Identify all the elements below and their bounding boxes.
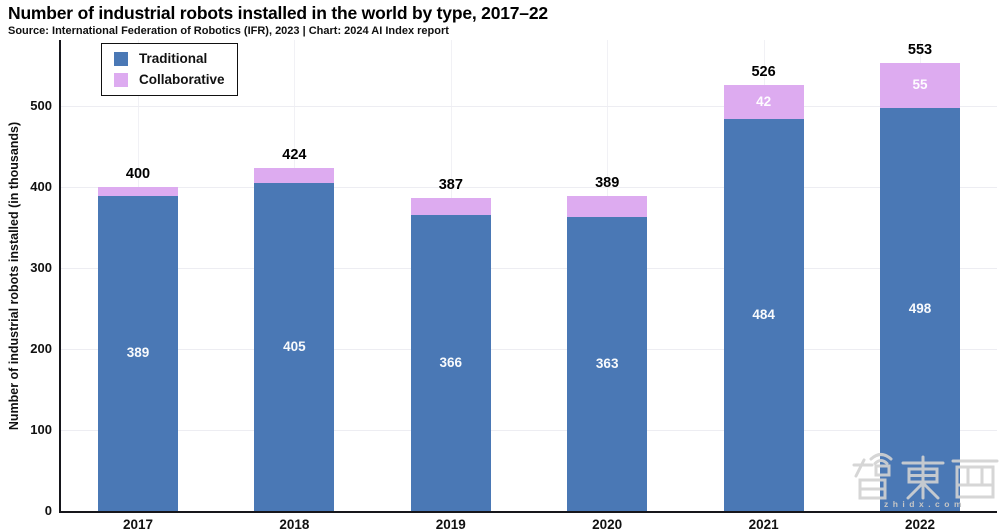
- grid-line-horizontal: [59, 105, 997, 107]
- bar-segment-traditional: [880, 107, 960, 511]
- bar-label-collaborative: 55: [912, 77, 928, 93]
- legend-item-traditional: Traditional: [114, 51, 225, 66]
- grid-line-horizontal: [59, 186, 997, 188]
- x-axis-tick-label: 2021: [748, 517, 779, 532]
- x-axis-tick-label: 2022: [904, 517, 936, 532]
- bar-segment-traditional: [254, 182, 335, 511]
- x-axis-tick-label: 2018: [279, 517, 310, 532]
- grid-line-horizontal: [59, 429, 997, 431]
- y-axis-tick-label: 100: [30, 422, 52, 437]
- bar-segment-traditional: [98, 195, 178, 511]
- bar-label-traditional: 498: [908, 301, 932, 317]
- y-axis-tick-label: 300: [30, 260, 52, 275]
- bar-segment-collaborative: [723, 84, 804, 119]
- bar-segment-traditional: [410, 214, 491, 511]
- bar-label-traditional: 405: [283, 338, 306, 354]
- bar-segment-traditional: [567, 216, 648, 511]
- x-axis-tick-label: 2017: [122, 517, 154, 532]
- chart-title: Number of industrial robots installed in…: [8, 3, 548, 23]
- bar-segment-traditional: [723, 118, 804, 511]
- bar-total-label: 424: [282, 146, 307, 163]
- legend-label-traditional: Traditional: [139, 51, 208, 66]
- chart-source-line: Source: International Federation of Robo…: [8, 25, 449, 37]
- bar-total-label: 526: [751, 63, 776, 80]
- x-axis-tick-label: 2020: [592, 517, 623, 532]
- bar-segment-collaborative: [410, 197, 491, 215]
- x-axis-line: [58, 510, 997, 513]
- y-axis-tick-label: 400: [30, 179, 52, 194]
- bar-segment-collaborative: [880, 63, 960, 108]
- grid-line-horizontal: [59, 267, 997, 269]
- bar-total-label: 387: [438, 176, 463, 193]
- bar-label-traditional: 389: [126, 345, 150, 361]
- legend-swatch-traditional: [114, 51, 128, 66]
- bar-label-collaborative: 42: [756, 93, 772, 109]
- bar-segment-collaborative: [254, 167, 335, 183]
- y-axis-tick-label: 500: [30, 98, 52, 113]
- bar-label-traditional: 484: [752, 306, 775, 322]
- bar-segment-collaborative: [98, 187, 178, 196]
- grid-line-horizontal: [59, 348, 997, 350]
- bar-total-label: 553: [907, 42, 933, 59]
- x-axis-tick-label: 2019: [435, 517, 466, 532]
- legend-swatch-collaborative: [114, 72, 128, 87]
- bar-total-label: 400: [125, 166, 151, 182]
- bar-label-traditional: 363: [595, 355, 619, 371]
- bar-total-label: 389: [595, 174, 620, 191]
- y-axis-tick-label: 200: [30, 341, 52, 356]
- legend-item-collaborative: Collaborative: [114, 72, 225, 87]
- bar-label-traditional: 366: [439, 354, 463, 370]
- bar-segment-collaborative: [567, 195, 648, 217]
- y-axis-tick-label: 0: [44, 503, 52, 518]
- legend: Traditional Collaborative: [101, 43, 238, 96]
- legend-label-collaborative: Collaborative: [139, 72, 225, 87]
- y-axis-line: [58, 40, 61, 512]
